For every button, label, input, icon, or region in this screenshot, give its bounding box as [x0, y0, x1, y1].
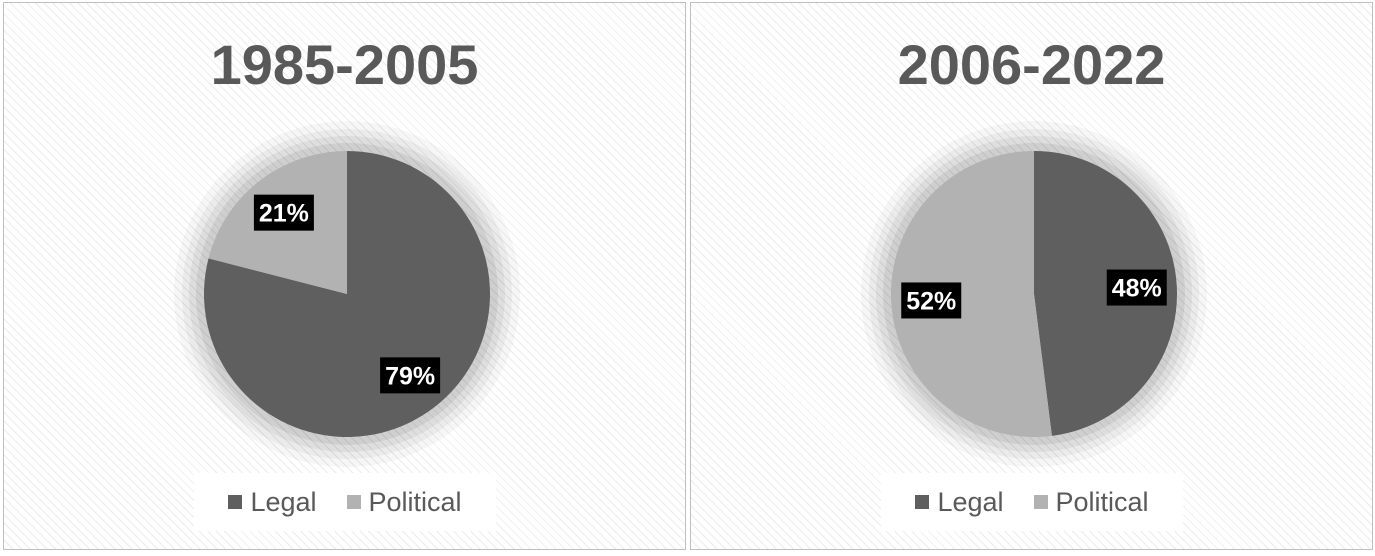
legend-label-legal: Legal: [250, 486, 317, 517]
data-label-political: 52%: [901, 282, 962, 319]
pie-slice-legal: [1034, 151, 1178, 436]
pie-slice-political: [891, 151, 1052, 437]
data-label-legal: 48%: [1106, 269, 1167, 306]
data-label-text: 52%: [906, 287, 956, 315]
legend-item-political: Political: [1033, 486, 1149, 518]
data-label-text: 21%: [259, 200, 309, 228]
legend: Legal Political: [194, 473, 496, 531]
chart-title: 2006-2022: [897, 33, 1166, 96]
data-label-box: [253, 194, 314, 231]
data-label-text: 79%: [385, 362, 435, 390]
legend-swatch-political: [1033, 495, 1048, 509]
data-label-political: 21%: [253, 194, 314, 231]
legend-swatch-political: [346, 495, 361, 509]
legend-label-political: Political: [1055, 486, 1149, 517]
chart-panel-1985-2005: 1985-2005 79% 21% Legal Political: [3, 2, 686, 550]
chart-panel-2006-2022: 2006-2022 48% 52% Legal Political: [690, 2, 1373, 550]
legend: Legal Political: [881, 473, 1183, 531]
pie-chart: 48% 52%: [869, 129, 1199, 459]
legend-swatch-legal: [228, 495, 243, 509]
legend-item-legal: Legal: [915, 486, 1004, 518]
pie-chart: 79% 21%: [182, 129, 512, 459]
legend-item-political: Political: [346, 486, 462, 518]
legend-label-legal: Legal: [937, 486, 1004, 517]
legend-label-political: Political: [368, 486, 462, 517]
data-label-text: 48%: [1112, 275, 1162, 303]
legend-item-legal: Legal: [228, 486, 317, 518]
legend-swatch-legal: [915, 495, 930, 509]
data-label-box: [901, 282, 962, 319]
chart-title: 1985-2005: [210, 33, 479, 96]
data-label-box: [380, 357, 441, 394]
data-label-legal: 79%: [380, 357, 441, 394]
data-label-box: [1106, 269, 1167, 306]
